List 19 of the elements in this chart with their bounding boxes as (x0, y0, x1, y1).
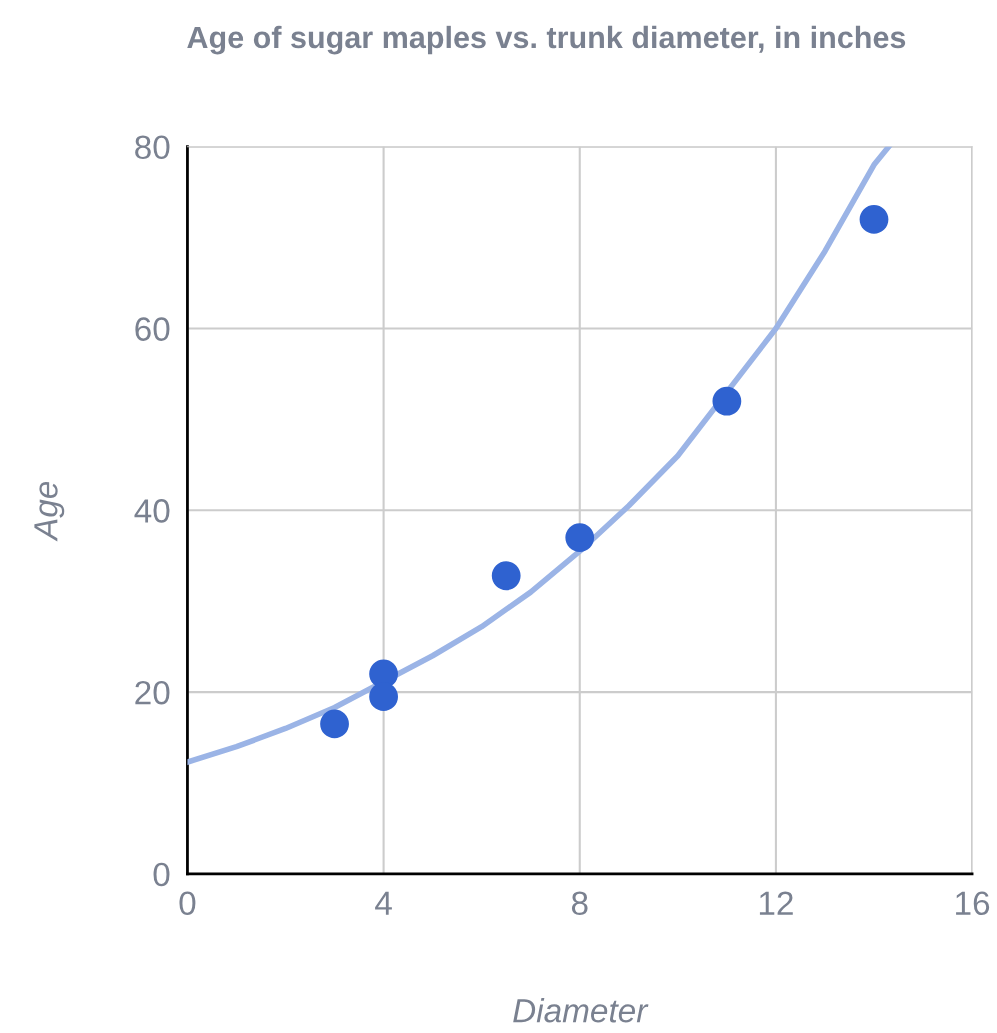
y-axis-title: Age (34, 481, 65, 542)
chart-title: Age of sugar maples vs. trunk diameter, in inches (187, 25, 906, 55)
point (369, 682, 398, 712)
x-tick-label: 16 (956, 891, 990, 916)
point (320, 709, 349, 739)
x-tick-label: 4 (375, 891, 392, 915)
y-tick-label: 0 (153, 862, 170, 887)
point (491, 561, 521, 591)
point (712, 386, 742, 416)
point (859, 205, 889, 234)
y-tick-label: 60 (135, 317, 170, 341)
y-tick-label: 20 (135, 680, 170, 705)
point (565, 523, 595, 552)
y-tick-label: 80 (135, 135, 170, 160)
y-tick-label: 40 (134, 499, 170, 523)
x-axis-title: Diameter (513, 998, 649, 1023)
x-tick-label: 12 (759, 891, 793, 915)
x-tick-label: 8 (571, 891, 588, 916)
x-tick-label: 0 (179, 891, 196, 916)
